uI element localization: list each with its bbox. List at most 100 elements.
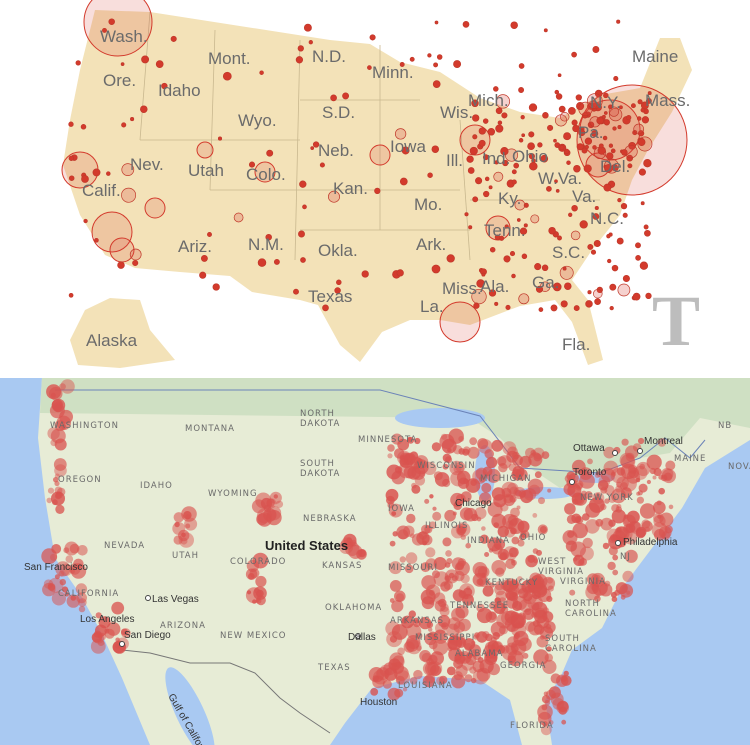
case-marker: [464, 212, 469, 217]
case-marker: [503, 255, 511, 263]
state-label: INDIANA: [467, 536, 510, 546]
case-marker: [592, 213, 600, 220]
state-labels: WASHINGTON MONTANA NORTH DAKOTA MINNESOTA ORE…: [50, 409, 750, 731]
state-label: OKLAHOMA: [325, 603, 382, 613]
coverage-patch: [464, 674, 473, 683]
state-label: KENTUCKY: [485, 578, 538, 588]
case-marker: [641, 116, 650, 124]
city-label: Los Angeles: [80, 614, 135, 625]
coverage-patch: [422, 540, 427, 546]
case-marker: [303, 23, 312, 32]
case-marker: [542, 112, 549, 119]
coverage-patch: [646, 454, 662, 470]
case-marker: [431, 145, 440, 153]
case-marker: [141, 55, 150, 64]
case-marker: [576, 143, 584, 151]
case-marker: [495, 107, 503, 115]
coverage-patch: [431, 442, 441, 452]
city-dot: [569, 479, 575, 485]
state-label: Va.: [572, 187, 596, 206]
coverage-patch: [611, 509, 626, 524]
coverage-patch: [542, 659, 557, 674]
coverage-patch: [391, 624, 408, 640]
case-marker: [585, 300, 593, 308]
coverage-patch: [511, 600, 523, 612]
coverage-patch: [104, 628, 115, 639]
coverage-patch: [461, 658, 475, 671]
case-marker: [543, 28, 548, 33]
case-marker: [535, 285, 544, 293]
coverage-patch: [488, 548, 494, 553]
state-label: Texas: [308, 287, 352, 306]
case-marker: [608, 143, 614, 148]
case-marker: [170, 35, 177, 42]
coverage-patch: [603, 446, 616, 459]
coverage-patch: [441, 438, 457, 454]
us-land-shape: [63, 10, 692, 365]
coverage-patch: [463, 478, 469, 484]
coverage-patch: [560, 675, 568, 682]
coverage-patch: [524, 608, 532, 616]
coverage-patch: [455, 461, 466, 472]
coverage-patch: [652, 475, 657, 480]
case-marker: [108, 18, 115, 25]
state-label: Ohio: [512, 147, 548, 166]
coverage-patch: [513, 486, 526, 500]
state-label: Ill.: [446, 151, 463, 170]
case-marker: [433, 62, 439, 68]
case-marker: [462, 21, 470, 28]
coverage-patch: [388, 561, 402, 575]
state-label: Calif.: [82, 181, 121, 200]
coverage-patch: [266, 498, 275, 507]
state-label: SOUTH CAROLINA: [545, 634, 597, 654]
coverage-patch: [396, 525, 411, 540]
coverage-patch: [55, 504, 65, 514]
coverage-patch: [572, 522, 588, 539]
state-label: Wis.: [440, 103, 473, 122]
city-label: San Francisco: [24, 562, 88, 573]
coverage-patch: [409, 533, 415, 539]
coverage-patch: [533, 649, 549, 665]
coverage-patch: [111, 601, 125, 615]
coverage-patch: [256, 508, 272, 524]
case-marker: [200, 254, 208, 262]
coverage-patch: [653, 467, 662, 477]
coverage-patch: [636, 491, 641, 496]
coverage-patch: [509, 486, 519, 497]
coverage-patch: [447, 635, 463, 651]
case-marker: [594, 205, 599, 211]
case-marker: [521, 253, 528, 260]
state-label: UTAH: [172, 551, 199, 561]
coverage-patch: [450, 470, 466, 487]
case-marker: [374, 187, 381, 195]
coverage-patch: [626, 510, 640, 524]
coverage-patch: [544, 653, 553, 662]
case-marker: [259, 70, 264, 75]
coverage-patch: [382, 679, 392, 689]
case-marker: [511, 273, 516, 279]
coverage-patch: [59, 409, 73, 424]
coverage-patch: [434, 629, 446, 641]
case-marker: [431, 264, 441, 274]
coverage-patch: [512, 451, 520, 460]
case-marker: [495, 124, 504, 133]
case-marker: [120, 62, 125, 66]
state-label: MISSISSIPPI: [415, 633, 475, 643]
state-label: NEW YORK: [580, 493, 634, 503]
case-marker: [560, 300, 568, 308]
coverage-patch: [484, 651, 498, 665]
us-mexico-border: [121, 649, 331, 734]
case-marker: [633, 123, 645, 135]
coverage-patch: [471, 677, 477, 684]
state-label: IOWA: [388, 504, 415, 514]
coverage-patch: [611, 596, 618, 602]
coverage-patch: [512, 580, 519, 587]
case-marker: [622, 212, 628, 218]
case-marker: [518, 293, 530, 305]
case-marker: [308, 40, 313, 45]
coverage-patch: [515, 631, 520, 637]
case-marker: [594, 298, 601, 305]
coverage-patch: [451, 674, 466, 689]
case-marker: [297, 45, 304, 52]
coverage-patch: [49, 386, 63, 401]
